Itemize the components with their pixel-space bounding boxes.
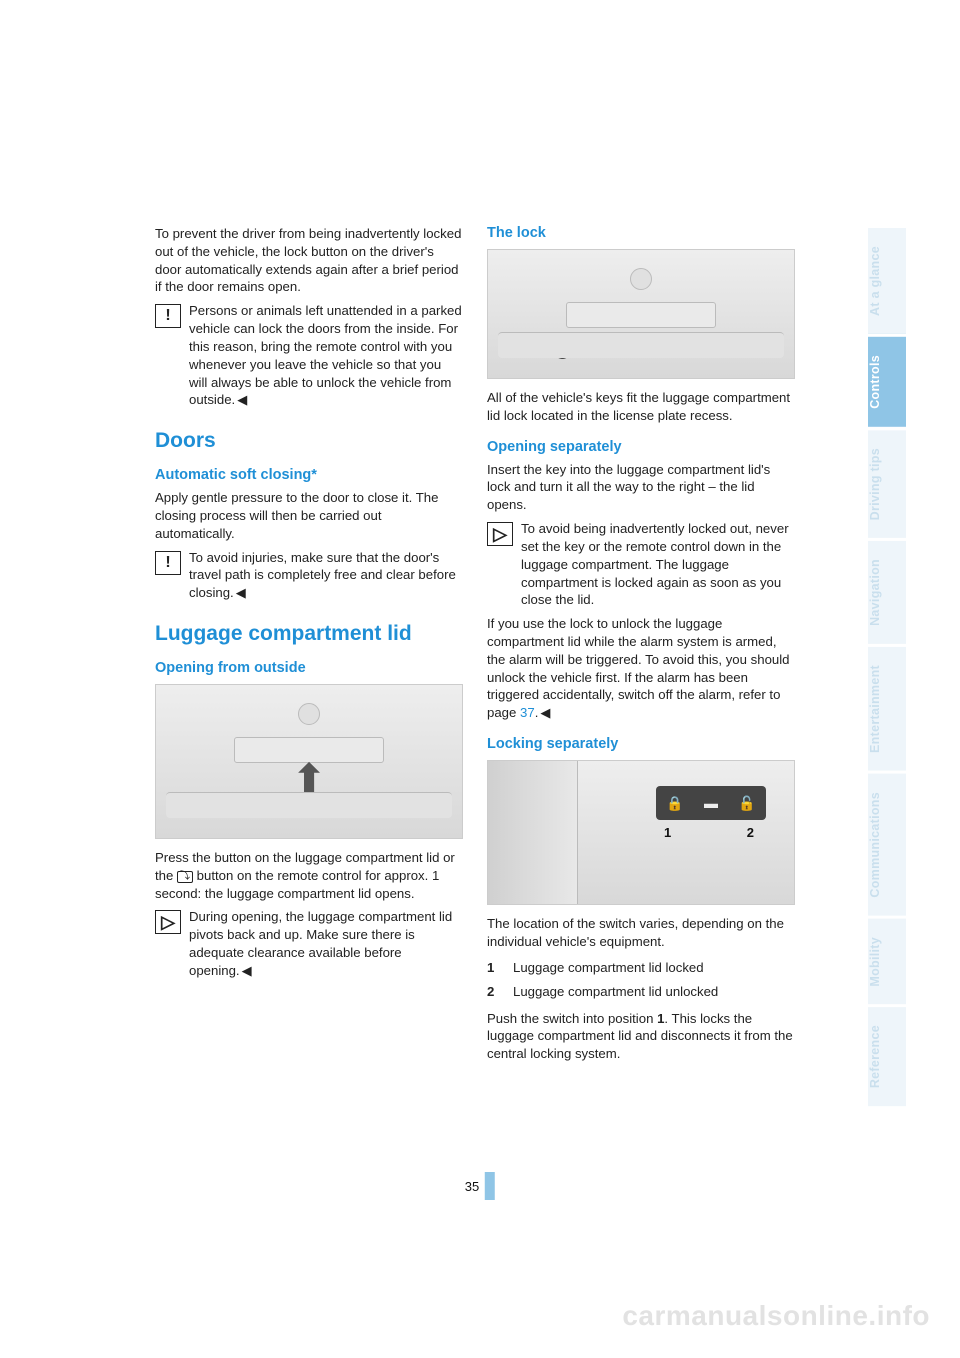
lock-closed-icon: 🔒 (666, 795, 683, 812)
text-fragment: . (535, 705, 539, 720)
text-fragment: Push the switch into position (487, 1011, 657, 1026)
end-marker-icon: ◀ (237, 392, 247, 407)
figure-bumper (498, 332, 784, 358)
tab-controls[interactable]: Controls (868, 334, 906, 427)
item-text: Luggage compartment lid locked (513, 959, 704, 977)
heading-doors: Doors (155, 429, 463, 453)
item-number: 2 (487, 983, 499, 1001)
warning-icon: ! (155, 304, 181, 328)
figure-switch-labels: 1 2 (664, 825, 754, 840)
body-text: To prevent the driver from being inadver… (155, 225, 463, 296)
warning-text: Persons or animals left unattended in a … (189, 303, 462, 407)
end-marker-icon: ◀ (242, 963, 252, 978)
body-text: Press the button on the luggage compartm… (155, 849, 463, 902)
tab-at-a-glance[interactable]: At a glance (868, 225, 906, 334)
item-text: Luggage compartment lid unlocked (513, 983, 718, 1001)
tab-driving-tips[interactable]: Driving tips (868, 427, 906, 538)
subheading-autosoft: Automatic soft closing* (155, 467, 463, 483)
note-icon: ▷ (487, 522, 513, 546)
figure-open-outside: ⬆ (155, 684, 463, 839)
body-text: All of the vehicle's keys fit the luggag… (487, 389, 795, 425)
subheading-lock: The lock (487, 225, 795, 241)
subheading-open-separately: Opening separately (487, 439, 795, 455)
page-reference[interactable]: 37 (520, 705, 535, 720)
subheading-lock-separately: Locking separately (487, 736, 795, 752)
warning-callout: ! Persons or animals left unattended in … (155, 302, 463, 409)
callout-body: To avoid injuries, make sure that the do… (189, 549, 463, 602)
side-tabs: At a glance Controls Driving tips Naviga… (868, 225, 906, 1106)
figure-badge (630, 268, 652, 290)
watermark: carmanualsonline.info (622, 1300, 930, 1332)
tab-mobility[interactable]: Mobility (868, 916, 906, 1005)
body-text: The location of the switch varies, depen… (487, 915, 795, 951)
figure-badge (298, 703, 320, 725)
callout-body: Persons or animals left unattended in a … (189, 302, 463, 409)
page-number-bar (485, 1172, 495, 1200)
body-text: Push the switch into position 1. This lo… (487, 1010, 795, 1063)
body-text: Insert the key into the luggage compartm… (487, 461, 795, 514)
left-column: To prevent the driver from being inadver… (155, 225, 463, 1069)
label-2: 2 (747, 825, 754, 840)
note-text: During opening, the luggage compartment … (189, 909, 452, 977)
figure-plate (566, 302, 716, 328)
page-number: 35 (465, 1172, 495, 1200)
end-marker-icon: ◀ (540, 705, 550, 720)
tab-navigation[interactable]: Navigation (868, 538, 906, 644)
lock-open-icon: 🔓 (738, 795, 755, 812)
body-text: Apply gentle pressure to the door to clo… (155, 489, 463, 542)
figure-lock: ↻ (487, 249, 795, 379)
page: To prevent the driver from being inadver… (0, 0, 960, 1358)
heading-luggage: Luggage compartment lid (155, 622, 463, 646)
callout-body: To avoid being inadvertently locked out,… (521, 520, 795, 609)
figure-switch-panel: 🔒 ▬ 🔓 (656, 786, 766, 820)
figure-door-edge (488, 761, 578, 904)
page-number-value: 35 (465, 1179, 479, 1194)
callout-body: During opening, the luggage compartment … (189, 908, 463, 979)
list-item: 2 Luggage compartment lid unlocked (487, 983, 795, 1001)
tab-communications[interactable]: Communications (868, 771, 906, 916)
note-callout: ▷ During opening, the luggage compartmen… (155, 908, 463, 979)
subheading-open-outside: Opening from outside (155, 660, 463, 676)
label-1: 1 (664, 825, 671, 840)
warning-icon: ! (155, 551, 181, 575)
content-area: To prevent the driver from being inadver… (155, 225, 795, 1069)
figure-lock-separately: 🔒 ▬ 🔓 1 2 (487, 760, 795, 905)
warning-callout: ! To avoid injuries, make sure that the … (155, 549, 463, 602)
tab-entertainment[interactable]: Entertainment (868, 644, 906, 771)
switch-slot-icon: ▬ (704, 795, 718, 811)
list-item: 1 Luggage compartment lid locked (487, 959, 795, 977)
note-callout: ▷ To avoid being inadvertently locked ou… (487, 520, 795, 609)
note-icon: ▷ (155, 910, 181, 934)
numbered-list: 1 Luggage compartment lid locked 2 Lugga… (487, 959, 795, 1002)
warning-text: To avoid injuries, make sure that the do… (189, 550, 456, 601)
right-column: The lock ↻ All of the vehicle's keys fit… (487, 225, 795, 1069)
figure-bumper (166, 792, 452, 818)
note-text: To avoid being inadvertently locked out,… (521, 521, 789, 607)
remote-trunk-icon: ⤵ (177, 871, 193, 883)
item-number: 1 (487, 959, 499, 977)
body-text: If you use the lock to unlock the luggag… (487, 615, 795, 722)
end-marker-icon: ◀ (236, 585, 246, 600)
text-fragment: button on the remote control for approx.… (155, 868, 439, 901)
tab-reference[interactable]: Reference (868, 1004, 906, 1106)
